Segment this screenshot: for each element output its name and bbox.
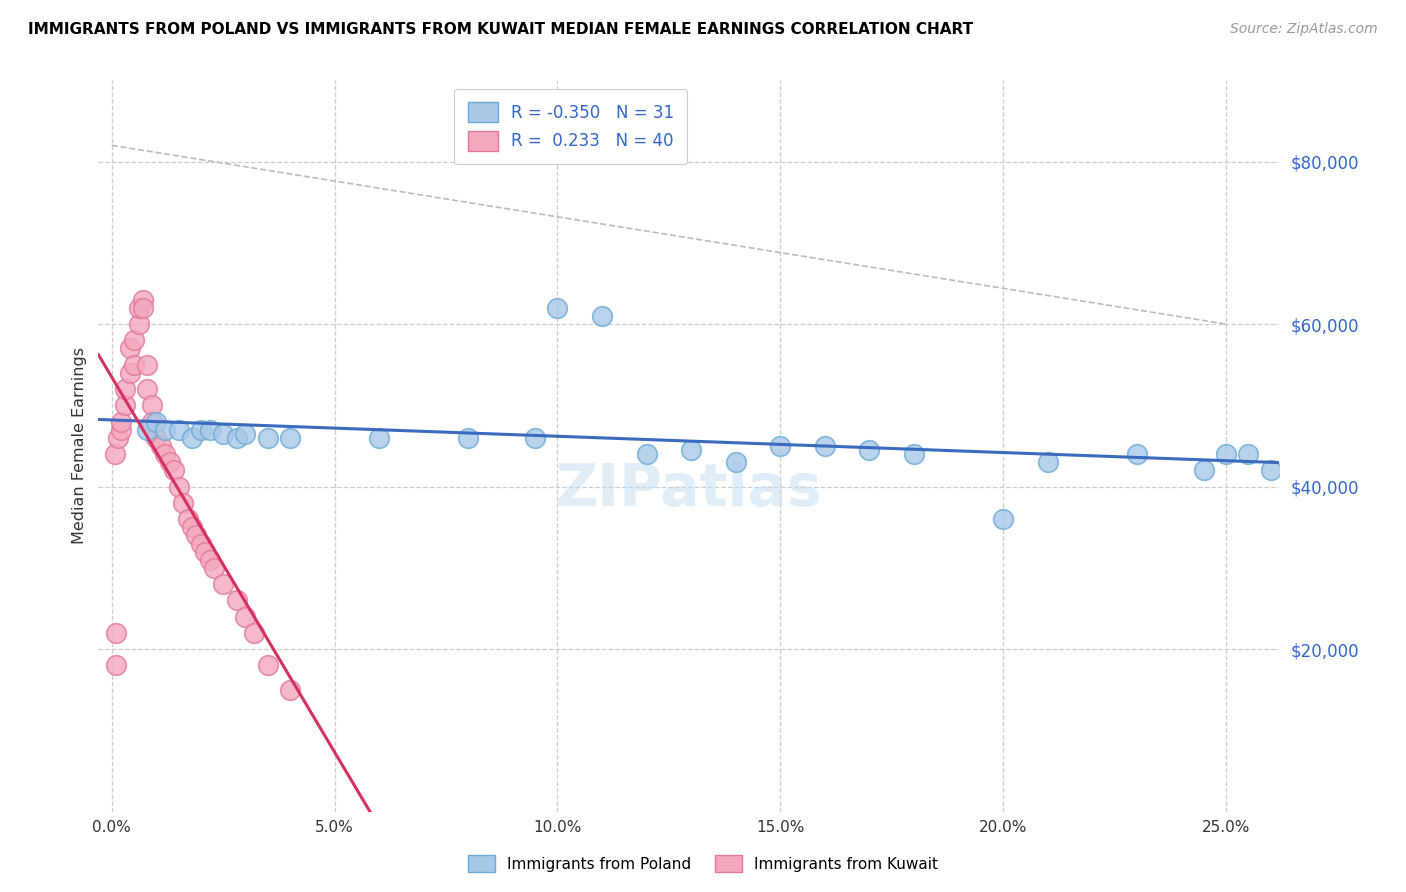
Point bbox=[145, 415, 167, 429]
Point bbox=[114, 398, 136, 412]
Point bbox=[1237, 447, 1260, 461]
Point bbox=[114, 382, 136, 396]
Text: IMMIGRANTS FROM POLAND VS IMMIGRANTS FROM KUWAIT MEDIAN FEMALE EARNINGS CORRELAT: IMMIGRANTS FROM POLAND VS IMMIGRANTS FRO… bbox=[28, 22, 973, 37]
Point bbox=[278, 682, 301, 697]
Point bbox=[1126, 447, 1149, 461]
Point bbox=[122, 358, 145, 372]
Point bbox=[132, 301, 155, 315]
Point bbox=[225, 593, 247, 607]
Point bbox=[118, 342, 141, 356]
Point bbox=[202, 561, 225, 575]
Point bbox=[110, 423, 132, 437]
Point bbox=[243, 626, 266, 640]
Point bbox=[172, 496, 194, 510]
Point bbox=[278, 431, 301, 445]
Point bbox=[105, 658, 128, 673]
Point bbox=[163, 463, 186, 477]
Point bbox=[155, 423, 177, 437]
Point bbox=[256, 658, 278, 673]
Point bbox=[1192, 463, 1215, 477]
Point bbox=[368, 431, 391, 445]
Point bbox=[110, 415, 132, 429]
Point bbox=[235, 426, 257, 441]
Point bbox=[122, 334, 145, 348]
Point bbox=[546, 301, 568, 315]
Point bbox=[225, 431, 247, 445]
Point bbox=[681, 443, 703, 458]
Point bbox=[858, 443, 880, 458]
Point bbox=[524, 431, 547, 445]
Point bbox=[104, 447, 127, 461]
Point bbox=[198, 553, 221, 567]
Point bbox=[198, 423, 221, 437]
Point bbox=[256, 431, 278, 445]
Point bbox=[145, 431, 167, 445]
Point bbox=[159, 455, 181, 469]
Point bbox=[107, 431, 129, 445]
Text: Source: ZipAtlas.com: Source: ZipAtlas.com bbox=[1230, 22, 1378, 37]
Point bbox=[149, 439, 172, 453]
Point bbox=[212, 577, 235, 591]
Point bbox=[235, 609, 257, 624]
Point bbox=[136, 358, 159, 372]
Point bbox=[136, 382, 159, 396]
Point bbox=[636, 447, 658, 461]
Point bbox=[212, 426, 235, 441]
Point bbox=[155, 447, 177, 461]
Point bbox=[1036, 455, 1059, 469]
Point bbox=[991, 512, 1014, 526]
Legend: R = -0.350   N = 31, R =  0.233   N = 40: R = -0.350 N = 31, R = 0.233 N = 40 bbox=[454, 88, 688, 164]
Point bbox=[141, 415, 163, 429]
Point bbox=[1260, 463, 1282, 477]
Point bbox=[814, 439, 837, 453]
Point bbox=[128, 301, 150, 315]
Point bbox=[105, 626, 128, 640]
Point bbox=[190, 423, 212, 437]
Point bbox=[769, 439, 792, 453]
Point bbox=[167, 480, 190, 494]
Point bbox=[176, 512, 198, 526]
Point bbox=[141, 398, 163, 412]
Point bbox=[724, 455, 747, 469]
Point bbox=[136, 423, 159, 437]
Point bbox=[457, 431, 479, 445]
Point bbox=[181, 520, 204, 534]
Y-axis label: Median Female Earnings: Median Female Earnings bbox=[72, 348, 87, 544]
Point bbox=[903, 447, 925, 461]
Text: ZIPatlas: ZIPatlas bbox=[555, 461, 823, 518]
Point bbox=[186, 528, 208, 542]
Point bbox=[181, 431, 204, 445]
Point bbox=[1215, 447, 1237, 461]
Point bbox=[194, 544, 217, 558]
Legend: Immigrants from Poland, Immigrants from Kuwait: Immigrants from Poland, Immigrants from … bbox=[460, 847, 946, 880]
Point bbox=[132, 293, 155, 307]
Point bbox=[190, 536, 212, 550]
Point bbox=[128, 317, 150, 331]
Point bbox=[118, 366, 141, 380]
Point bbox=[591, 309, 613, 323]
Point bbox=[167, 423, 190, 437]
